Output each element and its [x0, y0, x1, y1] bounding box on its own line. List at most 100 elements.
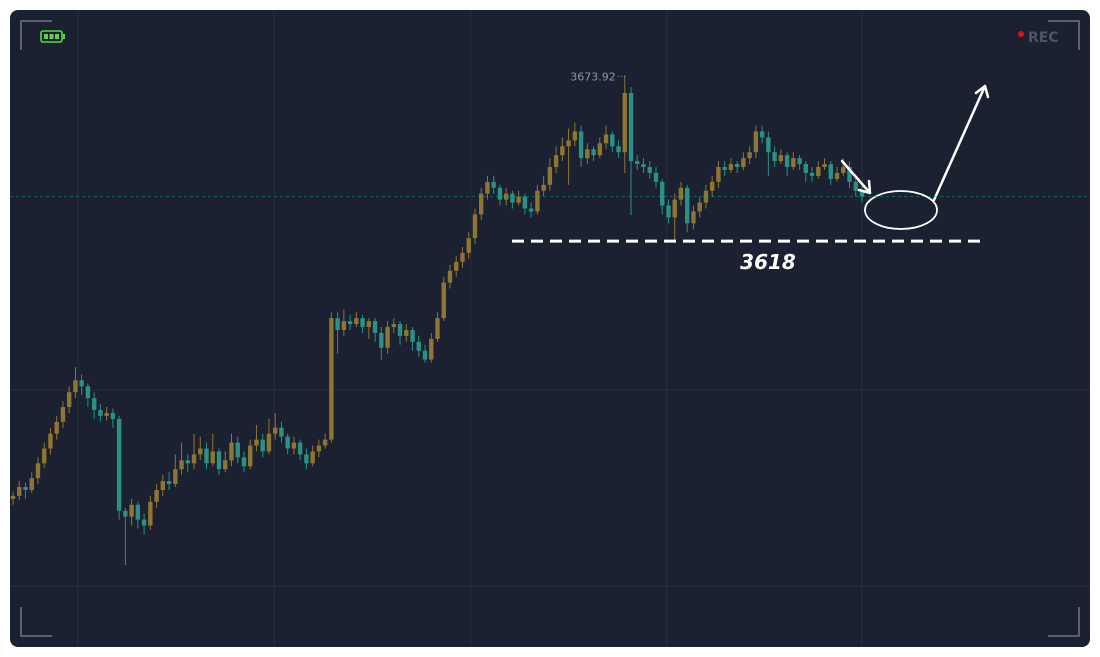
battery-icon	[40, 30, 65, 43]
candle-body	[98, 409, 103, 416]
candle-body	[522, 196, 528, 209]
candle-body	[416, 341, 421, 351]
candle-body	[229, 442, 234, 461]
corner	[1048, 607, 1080, 637]
candle-body	[73, 380, 78, 393]
candle-body	[734, 164, 740, 168]
candle-body	[379, 332, 384, 348]
candle-body	[54, 421, 59, 434]
candle-body	[42, 448, 47, 464]
candle-body	[635, 161, 640, 165]
candle-body	[179, 460, 184, 470]
candle-body	[753, 131, 759, 153]
candle-body	[198, 448, 203, 455]
candle-body	[210, 451, 215, 464]
candle-body	[460, 252, 465, 262]
candle-body	[822, 164, 827, 168]
candle-body	[173, 469, 178, 485]
candle-body	[385, 327, 390, 348]
candle-body	[279, 427, 284, 437]
annotations	[840, 84, 990, 230]
candle-body	[10, 495, 16, 499]
candle-body	[166, 481, 172, 485]
candle-body	[722, 167, 727, 170]
candle-body	[110, 412, 116, 419]
candle-body	[260, 439, 265, 452]
candle-body	[828, 164, 833, 179]
candle-body	[360, 318, 365, 328]
candle-body	[647, 167, 652, 173]
candle-body	[185, 460, 190, 464]
battery-outline	[40, 30, 63, 43]
candle-body	[129, 504, 134, 517]
battery-tip	[63, 34, 65, 39]
candle-body	[329, 318, 334, 440]
candle-body	[23, 487, 28, 490]
candle-body	[297, 442, 303, 455]
candle-body	[91, 398, 97, 410]
candle-body	[691, 211, 696, 224]
candle-body	[616, 146, 621, 153]
candle-body	[391, 324, 397, 328]
candle-body	[560, 146, 565, 156]
candle-body	[235, 442, 240, 458]
candle-body	[372, 321, 378, 333]
candle-body	[666, 205, 671, 218]
high-label: 3673.92	[570, 70, 616, 83]
candle-body	[541, 184, 546, 191]
candle-body	[17, 487, 22, 496]
candle-body	[566, 140, 571, 147]
candle-body	[503, 193, 509, 200]
candle-body	[472, 214, 478, 239]
candle-body	[816, 167, 821, 176]
candle-body	[685, 187, 690, 224]
candle-body	[653, 172, 659, 182]
candle-body	[572, 131, 578, 141]
candle-body	[797, 158, 802, 165]
candle-body	[672, 199, 677, 218]
candle-body	[148, 501, 153, 526]
candle-body	[703, 190, 709, 203]
candle-body	[304, 454, 309, 464]
candle-body	[154, 489, 159, 502]
candle-body	[478, 193, 484, 215]
candle-body	[35, 463, 41, 479]
candle-body	[553, 155, 559, 168]
candle-body	[291, 442, 297, 449]
candle-body	[803, 164, 809, 173]
chart-background	[10, 10, 1090, 647]
candle-body	[516, 196, 521, 203]
candle-body	[778, 155, 784, 162]
candle-body	[741, 158, 746, 168]
support-label: 3618	[740, 250, 796, 274]
candle-body	[104, 412, 109, 416]
candle-body	[622, 92, 627, 153]
candle-body	[66, 392, 72, 408]
candle-body	[266, 433, 272, 452]
candle-body	[429, 338, 434, 360]
candle-body	[491, 181, 496, 188]
candle-body	[404, 329, 409, 336]
candle-body	[248, 445, 253, 467]
candle-body	[628, 92, 634, 162]
candle-body	[123, 510, 128, 517]
candle-body	[547, 167, 553, 185]
candle-body	[641, 164, 646, 168]
candle-body	[784, 155, 790, 168]
candle-body	[716, 167, 721, 182]
candle-body	[254, 439, 259, 446]
candle-body	[747, 152, 752, 159]
candle-body	[447, 270, 453, 283]
battery-cell	[44, 34, 48, 39]
candle-body	[397, 324, 403, 336]
candle-body	[85, 386, 91, 399]
frame-corners	[20, 20, 1080, 637]
candles	[10, 75, 865, 565]
candle-body	[485, 181, 490, 194]
candle-body	[847, 167, 852, 182]
candle-body	[322, 439, 328, 446]
battery-cell	[55, 34, 59, 39]
candle-body	[466, 238, 471, 253]
